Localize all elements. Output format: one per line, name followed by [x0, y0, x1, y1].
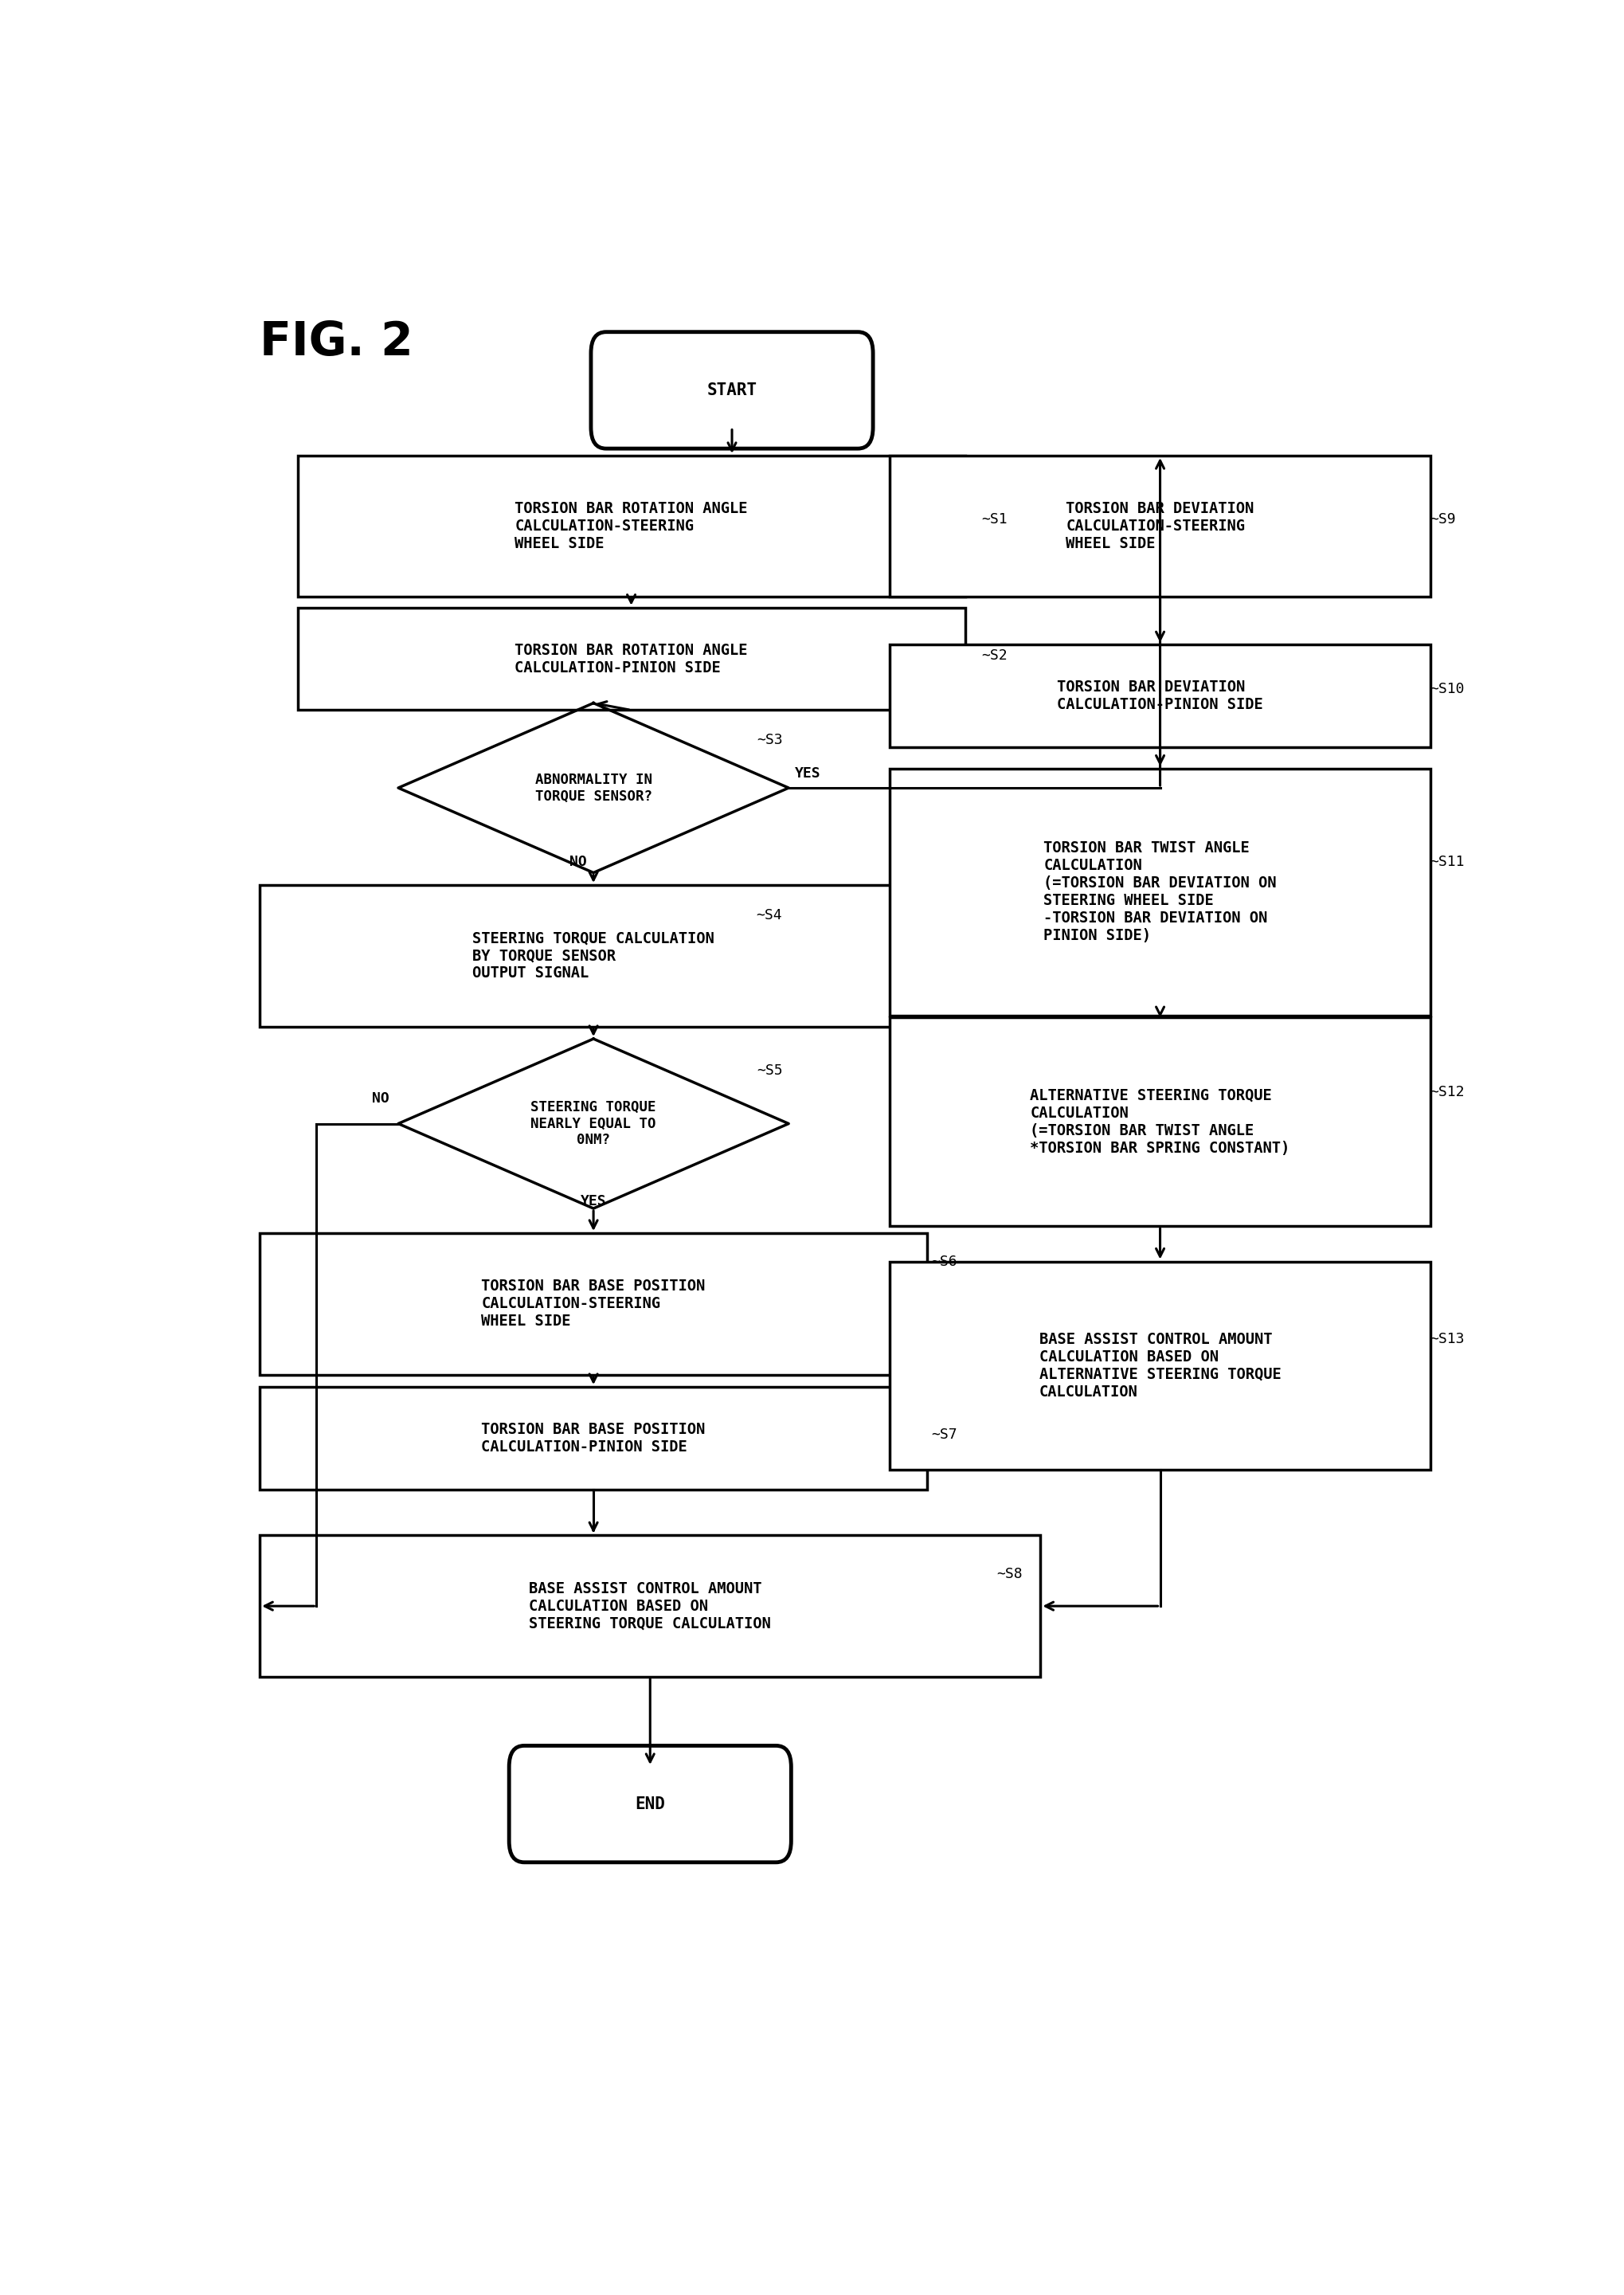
Text: TORSION BAR DEVIATION
CALCULATION-PINION SIDE: TORSION BAR DEVIATION CALCULATION-PINION… [1057, 679, 1262, 711]
FancyBboxPatch shape [888, 769, 1431, 1017]
Text: ∼S9: ∼S9 [1429, 512, 1455, 526]
Text: ALTERNATIVE STEERING TORQUE
CALCULATION
(=TORSION BAR TWIST ANGLE
*TORSION BAR S: ALTERNATIVE STEERING TORQUE CALCULATION … [1030, 1088, 1289, 1157]
Text: FIG. 2: FIG. 2 [260, 319, 412, 365]
FancyBboxPatch shape [888, 1262, 1431, 1471]
Text: TORSION BAR DEVIATION
CALCULATION-STEERING
WHEEL SIDE: TORSION BAR DEVIATION CALCULATION-STEERI… [1065, 500, 1254, 551]
Text: END: END [635, 1797, 664, 1813]
Text: ∼S4: ∼S4 [755, 909, 781, 923]
Text: STEERING TORQUE
NEARLY EQUAL TO
0NM?: STEERING TORQUE NEARLY EQUAL TO 0NM? [531, 1099, 656, 1148]
FancyBboxPatch shape [297, 608, 965, 709]
Text: ∼S6: ∼S6 [931, 1255, 957, 1269]
Text: ∼S7: ∼S7 [931, 1427, 957, 1441]
Text: TORSION BAR BASE POSITION
CALCULATION-PINION SIDE: TORSION BAR BASE POSITION CALCULATION-PI… [481, 1423, 705, 1455]
FancyBboxPatch shape [260, 1386, 927, 1489]
Text: BASE ASSIST CONTROL AMOUNT
CALCULATION BASED ON
ALTERNATIVE STEERING TORQUE
CALC: BASE ASSIST CONTROL AMOUNT CALCULATION B… [1039, 1331, 1280, 1400]
Text: NO: NO [372, 1092, 390, 1106]
FancyBboxPatch shape [591, 333, 872, 448]
FancyBboxPatch shape [260, 886, 927, 1026]
Polygon shape [398, 1040, 788, 1209]
Text: ABNORMALITY IN
TORQUE SENSOR?: ABNORMALITY IN TORQUE SENSOR? [534, 773, 651, 803]
Text: YES: YES [794, 767, 820, 780]
Text: ∼S13: ∼S13 [1429, 1331, 1463, 1347]
Text: ∼S12: ∼S12 [1429, 1086, 1463, 1099]
Text: START: START [706, 383, 757, 399]
FancyBboxPatch shape [888, 645, 1431, 748]
Text: STEERING TORQUE CALCULATION
BY TORQUE SENSOR
OUTPUT SIGNAL: STEERING TORQUE CALCULATION BY TORQUE SE… [473, 932, 715, 980]
FancyBboxPatch shape [508, 1746, 791, 1861]
Text: BASE ASSIST CONTROL AMOUNT
CALCULATION BASED ON
STEERING TORQUE CALCULATION: BASE ASSIST CONTROL AMOUNT CALCULATION B… [529, 1581, 771, 1632]
Text: ∼S8: ∼S8 [996, 1567, 1021, 1581]
Text: ∼S5: ∼S5 [757, 1063, 783, 1079]
Text: ∼S1: ∼S1 [981, 512, 1007, 526]
FancyBboxPatch shape [888, 1017, 1431, 1226]
FancyBboxPatch shape [888, 457, 1431, 597]
Text: TORSION BAR TWIST ANGLE
CALCULATION
(=TORSION BAR DEVIATION ON
STEERING WHEEL SI: TORSION BAR TWIST ANGLE CALCULATION (=TO… [1043, 840, 1276, 943]
Text: YES: YES [580, 1193, 606, 1209]
Polygon shape [398, 702, 788, 872]
Text: ∼S3: ∼S3 [757, 732, 783, 748]
Text: ∼S11: ∼S11 [1429, 856, 1463, 870]
Text: TORSION BAR ROTATION ANGLE
CALCULATION-PINION SIDE: TORSION BAR ROTATION ANGLE CALCULATION-P… [515, 643, 747, 675]
Text: ∼S10: ∼S10 [1429, 682, 1463, 695]
Text: ∼S2: ∼S2 [981, 647, 1007, 663]
FancyBboxPatch shape [260, 1232, 927, 1375]
FancyBboxPatch shape [260, 1535, 1039, 1678]
FancyBboxPatch shape [297, 457, 965, 597]
Text: NO: NO [570, 856, 586, 870]
Text: TORSION BAR BASE POSITION
CALCULATION-STEERING
WHEEL SIDE: TORSION BAR BASE POSITION CALCULATION-ST… [481, 1278, 705, 1329]
Text: TORSION BAR ROTATION ANGLE
CALCULATION-STEERING
WHEEL SIDE: TORSION BAR ROTATION ANGLE CALCULATION-S… [515, 500, 747, 551]
